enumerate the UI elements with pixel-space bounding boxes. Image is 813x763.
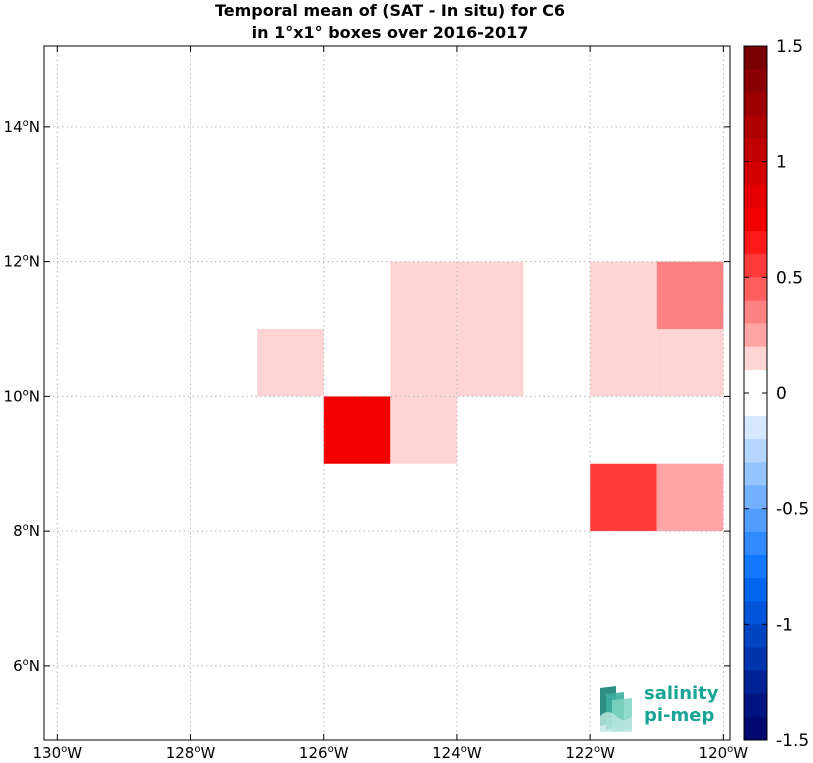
- y-tick-label-3: 12oN: [4, 253, 40, 271]
- colorbar-swatch-22: [744, 554, 767, 579]
- heatmap-cell-1: [390, 261, 457, 329]
- colorbar-swatch-18: [744, 462, 767, 487]
- colorbar-swatch-14: [744, 369, 767, 394]
- grid-lines: [44, 46, 730, 740]
- y-tick-label-1: 8oN: [13, 522, 40, 540]
- colorbar-swatch-10: [744, 277, 767, 301]
- chart-title-line1: Temporal mean of (SAT - In situ) for C6: [214, 1, 566, 20]
- colorbar-swatch-24: [744, 601, 767, 625]
- colorbar-swatch-9: [744, 254, 767, 278]
- colorbar-swatch-16: [744, 416, 767, 440]
- colorbar-swatch-25: [744, 624, 767, 648]
- heatmap-cell-3: [390, 328, 457, 397]
- plot-frame: [43, 45, 731, 741]
- x-tick-label-1: 128oW: [166, 744, 216, 762]
- colorbar-tick-label-6: -1.5: [776, 731, 809, 751]
- colorbar-tick-label-0: 1.5: [776, 37, 803, 57]
- colorbar-swatch-8: [744, 231, 767, 255]
- colorbar-swatch-27: [744, 670, 767, 695]
- y-tick-label-4: 14oN: [4, 118, 40, 136]
- colorbar-swatch-12: [744, 323, 767, 348]
- heatmap-cell-6: [390, 396, 457, 464]
- colorbar-swatch-29: [744, 716, 767, 741]
- colorbar-swatch-17: [744, 439, 767, 463]
- heatmap-cell-0: [257, 328, 324, 397]
- heatmap-cell-12: [656, 463, 724, 532]
- colorbar-swatch-20: [744, 508, 767, 533]
- colorbar-swatch-19: [744, 485, 767, 510]
- colorbar-swatch-1: [744, 69, 767, 93]
- logo-text-pi-mep: pi-mep: [644, 705, 715, 726]
- heatmap-cell-8: [656, 261, 724, 329]
- colorbar-swatch-0: [744, 46, 767, 70]
- colorbar: 1.5 1 0.5 0 -0.5 -1 -1.5: [743, 37, 809, 751]
- axes: 130oW 128oW 126oW 124oW 122oW 120oW 6oN 8oN 10oN…: [4, 45, 749, 762]
- x-tick-label-2: 126oW: [299, 744, 349, 762]
- x-tick-label-4: 122oW: [565, 744, 615, 762]
- colorbar-swatch-4: [744, 138, 767, 163]
- heatmap-cell-5: [323, 396, 391, 464]
- x-tick-label-0: 130oW: [33, 744, 83, 762]
- colorbar-swatch-15: [744, 393, 767, 417]
- heatmap-cell-11: [590, 463, 657, 532]
- colorbar-tick-label-2: 0.5: [776, 268, 803, 288]
- heatmap-cell-7: [590, 261, 657, 329]
- wave-layers-icon: [600, 686, 632, 732]
- colorbar-swatch-5: [744, 161, 767, 186]
- colorbar-swatch-23: [744, 578, 767, 602]
- colorbar-swatch-6: [744, 184, 767, 209]
- colorbar-tick-label-4: -0.5: [776, 500, 809, 520]
- heatmap-cell-9: [590, 328, 657, 397]
- y-tick-label-0: 6oN: [13, 657, 40, 675]
- colorbar-swatch-2: [744, 92, 767, 116]
- colorbar-swatch-21: [744, 531, 767, 556]
- heatmap-cell-10: [656, 328, 724, 397]
- colorbar-swatch-3: [744, 115, 767, 140]
- colorbar-swatch-11: [744, 300, 767, 325]
- data-cells: [257, 261, 724, 532]
- chart-title-line2: in 1°x1° boxes over 2016-2017: [251, 23, 529, 42]
- heatmap-cell-4: [456, 328, 524, 397]
- colorbar-swatch-28: [744, 693, 767, 718]
- logo-text-salinity: salinity: [644, 683, 719, 704]
- chart-title: Temporal mean of (SAT - In situ) for C6 …: [0, 0, 780, 44]
- colorbar-tick-label-5: -1: [776, 615, 793, 635]
- colorbar-tick-label-3: 0: [776, 384, 787, 404]
- colorbar-swatch-7: [744, 207, 767, 232]
- colorbar-swatch-26: [744, 647, 767, 672]
- x-tick-label-3: 124oW: [432, 744, 482, 762]
- colorbar-tick-label-1: 1: [776, 153, 787, 173]
- colorbar-swatch-13: [744, 346, 767, 371]
- heatmap-cell-2: [456, 261, 524, 329]
- x-tick-label-5: 120oW: [699, 744, 749, 762]
- y-tick-label-2: 10oN: [4, 387, 40, 405]
- salinity-pi-mep-logo: salinity pi-mep: [596, 682, 726, 732]
